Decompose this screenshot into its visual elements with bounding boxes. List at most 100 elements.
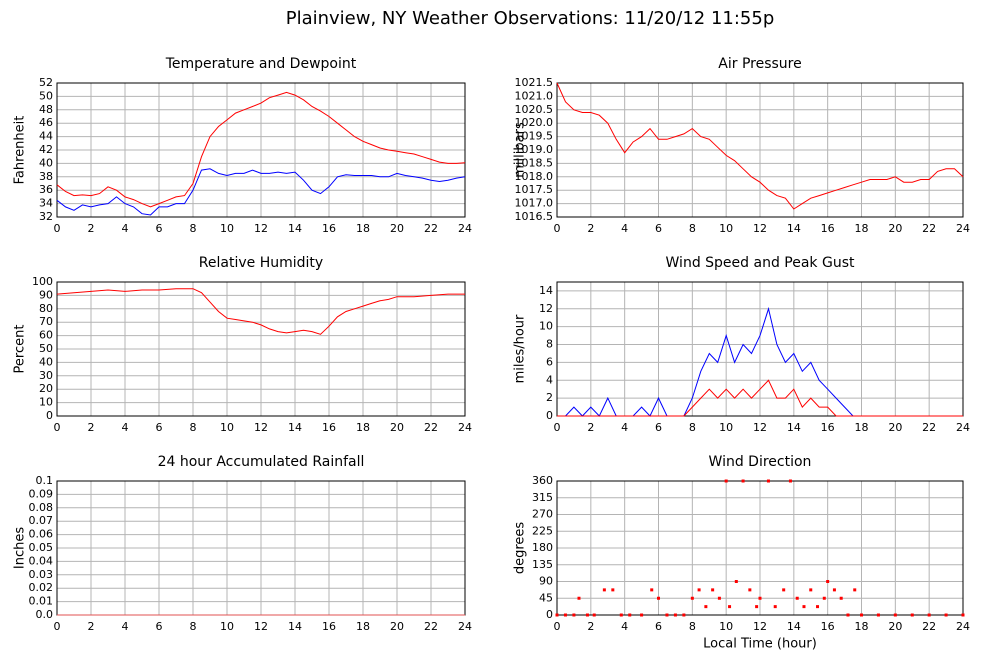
x-tick-label: 8 <box>689 620 696 633</box>
x-tick-label: 20 <box>390 421 404 434</box>
y-tick-label: 0.01 <box>29 595 54 608</box>
data-point <box>826 580 830 583</box>
x-tick-label: 16 <box>322 421 336 434</box>
x-tick-label: 10 <box>220 421 234 434</box>
y-tick-label: 1018.0 <box>515 170 554 183</box>
x-tick-label: 18 <box>855 222 869 235</box>
x-tick-label: 14 <box>787 620 801 633</box>
data-point <box>665 613 669 617</box>
y-tick-label: 0.04 <box>29 554 54 567</box>
data-line <box>56 168 466 216</box>
x-tick-label: 20 <box>390 620 404 633</box>
data-point <box>788 479 792 483</box>
data-point <box>682 613 686 617</box>
data-point <box>640 613 644 617</box>
plot-frame <box>556 82 964 218</box>
y-tick-label: 90 <box>39 288 53 301</box>
data-point <box>734 580 738 583</box>
x-tick-label: 16 <box>821 620 835 633</box>
y-tick-label: 1021.0 <box>515 89 554 102</box>
x-tick-label: 12 <box>254 620 268 633</box>
data-line <box>556 82 964 210</box>
y-tick-label: 0.09 <box>29 487 54 500</box>
y-tick-label: 45 <box>539 591 553 604</box>
y-axis-label: Fahrenheit <box>13 116 28 185</box>
x-tick-label: 6 <box>655 421 662 434</box>
data-point <box>611 588 615 592</box>
y-tick-label: 1019.0 <box>515 143 554 156</box>
y-tick-label: 42 <box>39 143 53 156</box>
x-tick-label: 16 <box>322 222 336 235</box>
y-tick-label: 1019.5 <box>515 130 554 143</box>
data-point <box>782 588 786 592</box>
x-tick-label: 24 <box>956 222 970 235</box>
data-point <box>592 613 596 617</box>
x-tick-label: 0 <box>54 620 61 633</box>
data-point <box>690 596 694 600</box>
y-tick-label: 0.06 <box>29 528 54 541</box>
y-tick-label: 50 <box>39 89 53 102</box>
x-tick-label: 24 <box>458 222 472 235</box>
y-tick-label: 90 <box>539 575 553 588</box>
y-tick-label: 0.03 <box>29 568 54 581</box>
x-tick-label: 22 <box>424 222 438 235</box>
data-point <box>860 613 863 617</box>
x-tick-label: 22 <box>424 421 438 434</box>
x-tick-label: 10 <box>719 222 733 235</box>
data-line <box>557 379 963 417</box>
x-tick-label: 10 <box>220 620 234 633</box>
data-point <box>816 605 820 609</box>
x-tick-label: 18 <box>855 421 869 434</box>
data-point <box>724 479 728 483</box>
y-tick-label: 12 <box>539 302 553 315</box>
data-point <box>853 588 857 592</box>
x-tick-label: 6 <box>156 222 163 235</box>
y-tick-label: 34 <box>39 197 53 210</box>
data-point <box>758 596 762 600</box>
data-point <box>704 605 708 609</box>
y-tick-label: 270 <box>532 508 553 521</box>
data-point <box>650 588 654 592</box>
y-tick-label: 30 <box>39 369 53 382</box>
x-tick-label: 2 <box>88 222 95 235</box>
x-tick-label: 18 <box>356 222 370 235</box>
x-tick-label: 18 <box>356 421 370 434</box>
plot-frame <box>556 480 964 616</box>
data-point <box>927 613 931 617</box>
x-tick-label: 4 <box>122 421 129 434</box>
y-tick-label: 70 <box>39 315 53 328</box>
plot-frame <box>56 82 466 218</box>
data-point <box>711 588 715 592</box>
y-tick-label: 180 <box>532 541 553 554</box>
x-tick-label: 16 <box>821 222 835 235</box>
x-tick-label: 4 <box>621 222 628 235</box>
data-point <box>717 596 721 600</box>
y-tick-label: 315 <box>532 491 553 504</box>
y-tick-label: 1018.5 <box>515 156 554 169</box>
x-tick-label: 2 <box>587 222 594 235</box>
x-tick-label: 12 <box>753 620 767 633</box>
y-tick-label: 100 <box>32 275 53 288</box>
data-point <box>602 588 606 592</box>
x-tick-label: 10 <box>220 222 234 235</box>
x-tick-label: 24 <box>458 620 472 633</box>
data-point <box>657 596 660 600</box>
x-tick-label: 20 <box>888 222 902 235</box>
data-point <box>944 613 948 617</box>
data-point <box>555 613 559 617</box>
data-point <box>876 613 880 617</box>
y-tick-label: 48 <box>39 103 53 116</box>
y-tick-label: 50 <box>39 342 53 355</box>
data-point <box>577 596 581 600</box>
y-axis-label: millibars <box>513 122 528 178</box>
data-point <box>572 613 576 617</box>
y-tick-label: 80 <box>39 302 53 315</box>
x-tick-label: 20 <box>888 620 902 633</box>
data-point <box>673 613 677 617</box>
chart-title: Air Pressure <box>718 56 801 72</box>
y-tick-label: 225 <box>532 524 553 537</box>
y-tick-label: 10 <box>39 396 53 409</box>
x-tick-label: 20 <box>390 222 404 235</box>
y-tick-label: 1017.0 <box>515 197 554 210</box>
y-tick-label: 46 <box>39 116 53 129</box>
